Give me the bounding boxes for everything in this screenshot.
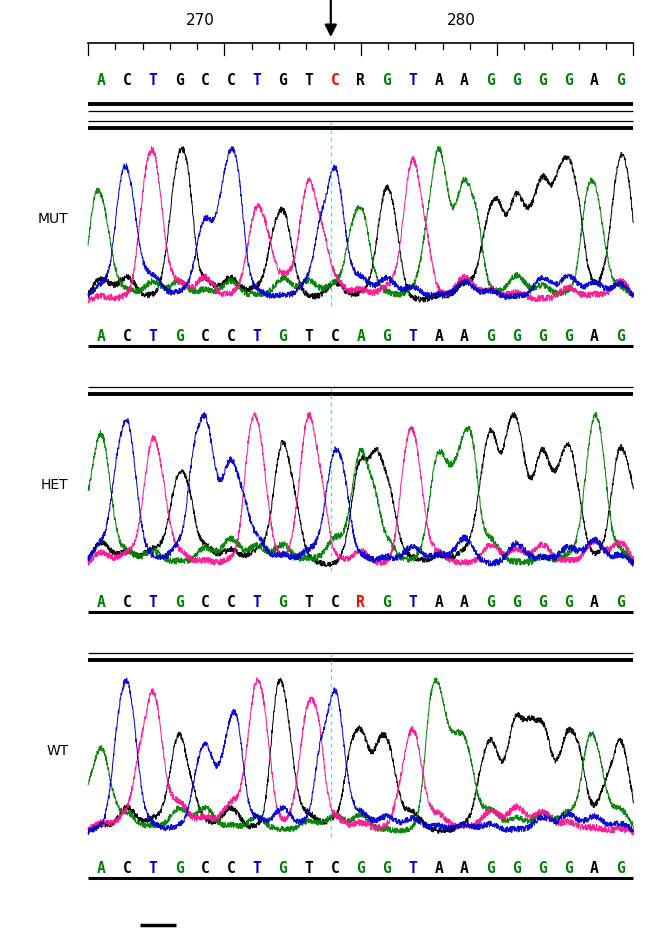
Text: G: G (538, 329, 547, 344)
Text: T: T (149, 861, 157, 876)
Text: A: A (97, 329, 106, 344)
Text: T: T (149, 73, 157, 88)
Text: A: A (460, 595, 469, 610)
Text: G: G (279, 595, 287, 610)
Text: G: G (486, 73, 495, 88)
Text: G: G (279, 329, 287, 344)
Text: G: G (616, 329, 625, 344)
Text: C: C (330, 329, 339, 344)
Text: T: T (408, 329, 417, 344)
Text: G: G (486, 595, 495, 610)
Text: A: A (590, 861, 599, 876)
Text: T: T (253, 595, 261, 610)
Text: A: A (97, 861, 106, 876)
Text: G: G (538, 861, 547, 876)
Text: R: R (357, 595, 365, 610)
Text: A: A (357, 329, 365, 344)
Text: G: G (564, 329, 573, 344)
Text: T: T (304, 595, 313, 610)
Text: T: T (408, 73, 417, 88)
Text: 280: 280 (447, 12, 476, 28)
Text: G: G (538, 73, 547, 88)
Text: G: G (616, 861, 625, 876)
Text: G: G (486, 861, 495, 876)
Text: G: G (512, 861, 521, 876)
Text: T: T (149, 595, 157, 610)
Text: T: T (304, 861, 313, 876)
Text: A: A (434, 595, 443, 610)
Text: G: G (174, 595, 183, 610)
Text: A: A (434, 329, 443, 344)
Text: G: G (383, 329, 391, 344)
Text: A: A (590, 329, 599, 344)
Text: C: C (227, 861, 235, 876)
Text: G: G (564, 595, 573, 610)
Text: A: A (434, 73, 443, 88)
Text: G: G (383, 595, 391, 610)
Text: T: T (253, 329, 261, 344)
Text: G: G (174, 861, 183, 876)
Text: A: A (460, 861, 469, 876)
Text: G: G (174, 73, 183, 88)
Text: G: G (383, 861, 391, 876)
Text: G: G (564, 861, 573, 876)
Text: A: A (97, 73, 106, 88)
Text: T: T (304, 329, 313, 344)
Text: G: G (174, 329, 183, 344)
Text: G: G (512, 329, 521, 344)
Text: A: A (590, 73, 599, 88)
Text: G: G (564, 73, 573, 88)
Text: C: C (123, 595, 131, 610)
Text: R: R (357, 73, 365, 88)
Text: WT: WT (46, 744, 69, 757)
Text: C: C (200, 73, 210, 88)
Text: G: G (486, 329, 495, 344)
Text: G: G (512, 595, 521, 610)
Text: C: C (200, 595, 210, 610)
Text: C: C (227, 595, 235, 610)
Text: T: T (408, 595, 417, 610)
Text: T: T (408, 861, 417, 876)
Text: MUT: MUT (38, 213, 69, 226)
Text: G: G (357, 861, 365, 876)
Text: C: C (123, 73, 131, 88)
Text: T: T (304, 73, 313, 88)
Text: T: T (149, 329, 157, 344)
Text: G: G (512, 73, 521, 88)
Text: A: A (460, 329, 469, 344)
Text: A: A (97, 595, 106, 610)
Text: HET: HET (41, 478, 69, 492)
Text: G: G (279, 73, 287, 88)
Text: A: A (590, 595, 599, 610)
Text: 270: 270 (185, 12, 214, 28)
Text: T: T (253, 73, 261, 88)
Text: C: C (227, 73, 235, 88)
Text: G: G (538, 595, 547, 610)
Text: A: A (434, 861, 443, 876)
Text: C: C (200, 329, 210, 344)
Text: G: G (279, 861, 287, 876)
Text: G: G (383, 73, 391, 88)
Text: C: C (330, 73, 339, 88)
Text: G: G (616, 73, 625, 88)
Text: C: C (200, 861, 210, 876)
Text: G: G (616, 595, 625, 610)
Text: C: C (123, 861, 131, 876)
Text: C: C (330, 595, 339, 610)
Text: C: C (123, 329, 131, 344)
Text: A: A (460, 73, 469, 88)
Text: T: T (253, 861, 261, 876)
Text: C: C (227, 329, 235, 344)
Text: C: C (330, 861, 339, 876)
